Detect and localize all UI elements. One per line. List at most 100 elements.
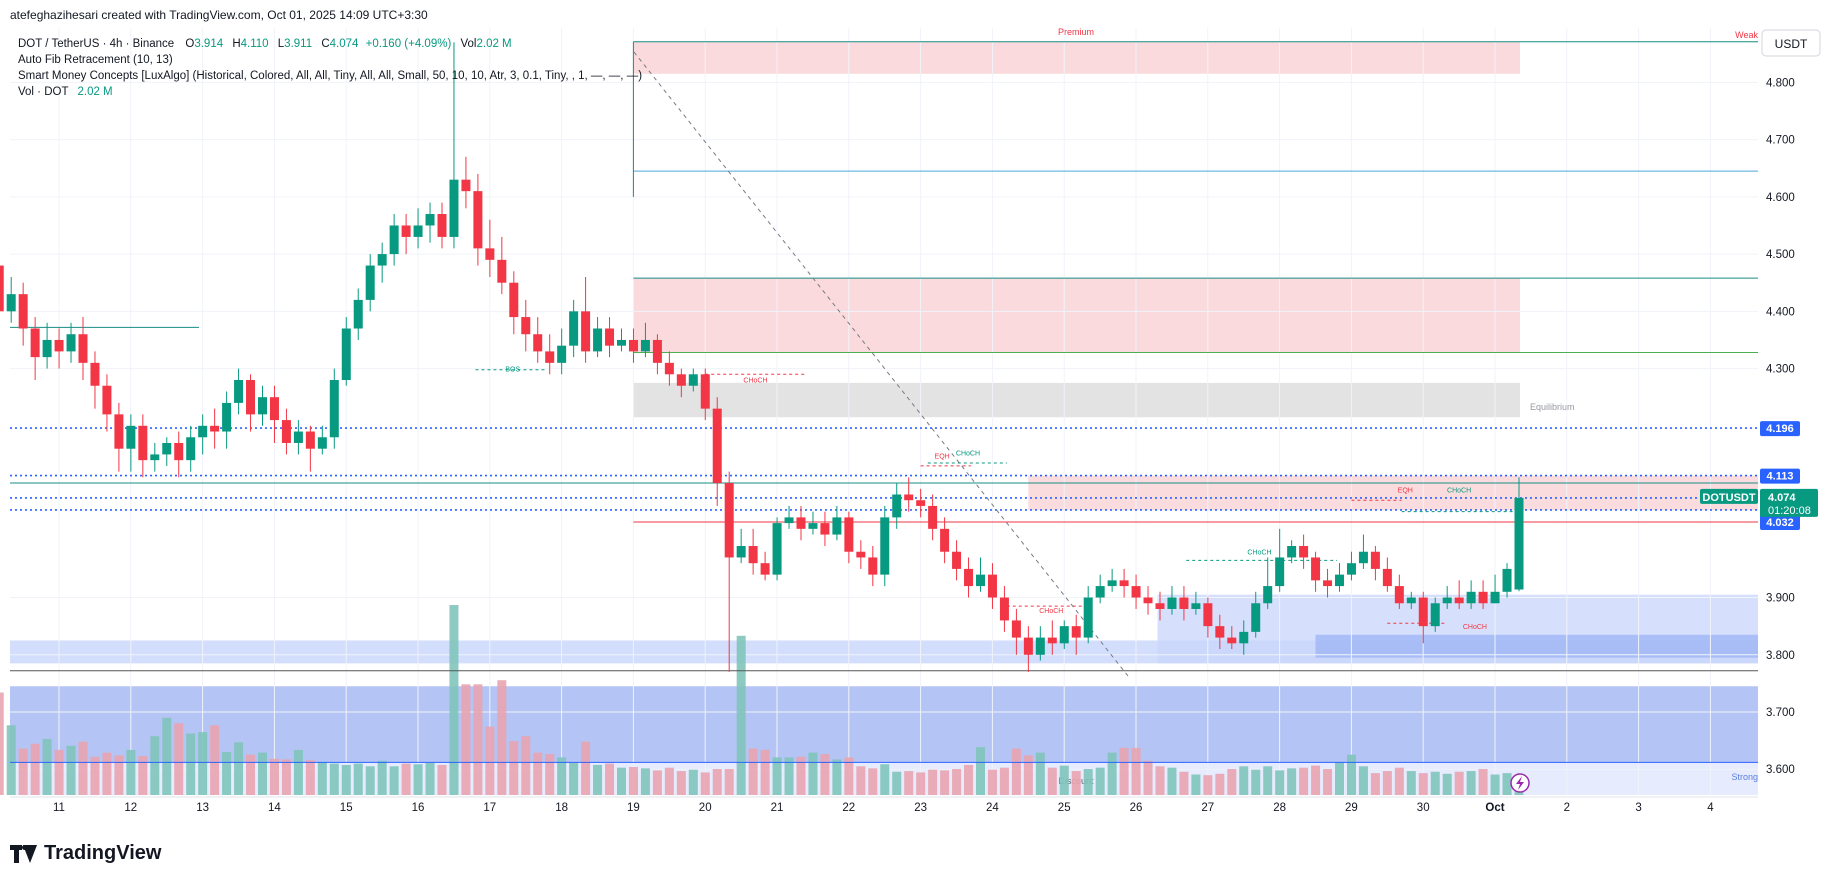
time-tick-label: 18 bbox=[555, 802, 568, 814]
candle-body bbox=[54, 339, 64, 352]
candle bbox=[461, 156, 471, 209]
candle-body bbox=[760, 563, 770, 575]
candle bbox=[1011, 608, 1021, 655]
smc-indicator-row[interactable]: Smart Money Concepts [LuxAlgo] (Historic… bbox=[18, 68, 642, 84]
price-tick-label: 4.300 bbox=[1766, 364, 1795, 376]
high-label: H bbox=[232, 38, 241, 50]
volume-bar bbox=[1203, 775, 1213, 795]
candle bbox=[509, 271, 519, 335]
market-structure-lines bbox=[475, 369, 1517, 624]
close-label: C bbox=[321, 38, 330, 50]
candle-body bbox=[186, 437, 196, 461]
currency-button[interactable]: USDT bbox=[1761, 29, 1821, 57]
candle-body bbox=[772, 523, 782, 575]
candle bbox=[1466, 580, 1476, 609]
fib-indicator-row[interactable]: Auto Fib Retracement (10, 13) bbox=[18, 52, 642, 68]
candle-body bbox=[198, 425, 208, 438]
volume-bar bbox=[1011, 748, 1021, 795]
volume-bar bbox=[1287, 768, 1297, 795]
supply-zone bbox=[1028, 475, 1758, 510]
candle-body bbox=[1478, 591, 1488, 604]
time-axis[interactable]: 11 12 13 14 15 16 17 18 19 20 21 22 23 24 25 26 27 28 29 30… bbox=[10, 796, 1758, 814]
candle-body bbox=[964, 568, 974, 587]
candle bbox=[54, 328, 64, 369]
candle bbox=[772, 517, 782, 581]
candle bbox=[856, 540, 866, 569]
volume-bar bbox=[1071, 771, 1081, 795]
candle bbox=[1167, 586, 1177, 615]
volume-bar bbox=[999, 767, 1009, 795]
candle-body bbox=[1011, 620, 1021, 638]
structure-label: EQH bbox=[935, 453, 950, 460]
time-tick-label: 12 bbox=[124, 802, 137, 814]
candle bbox=[916, 488, 926, 518]
candle bbox=[66, 322, 76, 363]
candle bbox=[928, 494, 938, 541]
candle-body bbox=[832, 517, 842, 535]
candle-body bbox=[66, 334, 76, 352]
price-tick-label: 3.900 bbox=[1766, 593, 1795, 605]
candle bbox=[533, 317, 543, 363]
candle bbox=[162, 437, 172, 466]
time-tick-label: 20 bbox=[699, 802, 712, 814]
candle bbox=[1478, 580, 1488, 609]
candle bbox=[377, 242, 387, 283]
volume-bar bbox=[1047, 767, 1057, 795]
structure-label: CHoCH bbox=[1039, 608, 1063, 615]
candle-body bbox=[1406, 597, 1416, 604]
candle-body bbox=[341, 328, 351, 381]
candle bbox=[365, 254, 375, 312]
candle-body bbox=[138, 425, 148, 461]
candle bbox=[1107, 568, 1117, 592]
lightning-icon[interactable] bbox=[1510, 773, 1530, 793]
currency-label: USDT bbox=[1775, 37, 1808, 51]
candle-body bbox=[210, 425, 220, 432]
tradingview-logo[interactable]: TradingView bbox=[10, 842, 161, 865]
candle-body bbox=[485, 248, 495, 260]
volume-bar bbox=[688, 769, 698, 795]
time-tick-label: 11 bbox=[53, 802, 65, 814]
open-value: 3.914 bbox=[194, 38, 224, 50]
candle bbox=[652, 334, 662, 375]
candle-body bbox=[78, 334, 88, 363]
volume-bar bbox=[1346, 754, 1356, 795]
candle bbox=[569, 299, 579, 358]
candle bbox=[748, 528, 758, 575]
candle-body bbox=[688, 374, 698, 386]
candle-body bbox=[581, 311, 591, 352]
candle bbox=[389, 214, 399, 266]
price-tag-text: 4.113 bbox=[1767, 471, 1794, 483]
candle-body bbox=[1095, 586, 1105, 598]
candle bbox=[341, 317, 351, 386]
symbol-row: DOT / TetherUS · 4h · Binance O3.914 H4.… bbox=[18, 36, 642, 52]
volume-bar bbox=[258, 752, 267, 795]
price-tick-label: 4.800 bbox=[1766, 77, 1795, 89]
volume-bar bbox=[78, 741, 88, 795]
candle-body bbox=[868, 557, 878, 575]
candle-body bbox=[449, 179, 459, 237]
price-tag: 4.113 bbox=[1760, 468, 1800, 484]
volume-bar bbox=[1502, 773, 1512, 795]
volume-bar bbox=[1155, 766, 1165, 795]
volume-bar bbox=[365, 766, 375, 795]
volume-bar bbox=[557, 757, 567, 795]
candle bbox=[293, 420, 303, 455]
premium-zone-mid bbox=[633, 278, 1520, 353]
candle bbox=[473, 173, 483, 266]
volume-bar bbox=[940, 770, 950, 795]
volume-bar bbox=[413, 764, 423, 795]
price-tick-label: 4.500 bbox=[1766, 249, 1795, 261]
equilibrium-zone bbox=[633, 382, 1520, 418]
volume-indicator-row[interactable]: Vol · DOT 2.02 M bbox=[18, 84, 642, 100]
price-axis[interactable]: 3.600 3.700 3.800 3.900 4.300 4.400 4.500 4.600… bbox=[1766, 77, 1795, 776]
volume-bar bbox=[1167, 767, 1177, 795]
candle bbox=[784, 505, 794, 529]
symbol-name[interactable]: DOT / TetherUS · 4h · Binance bbox=[18, 38, 175, 50]
candle bbox=[1155, 591, 1165, 621]
volume-bar bbox=[1323, 769, 1333, 795]
candle-body bbox=[6, 294, 16, 312]
price-tick-label: 4.400 bbox=[1766, 306, 1795, 318]
candle-body bbox=[1059, 626, 1069, 644]
volume-bar bbox=[509, 741, 519, 795]
